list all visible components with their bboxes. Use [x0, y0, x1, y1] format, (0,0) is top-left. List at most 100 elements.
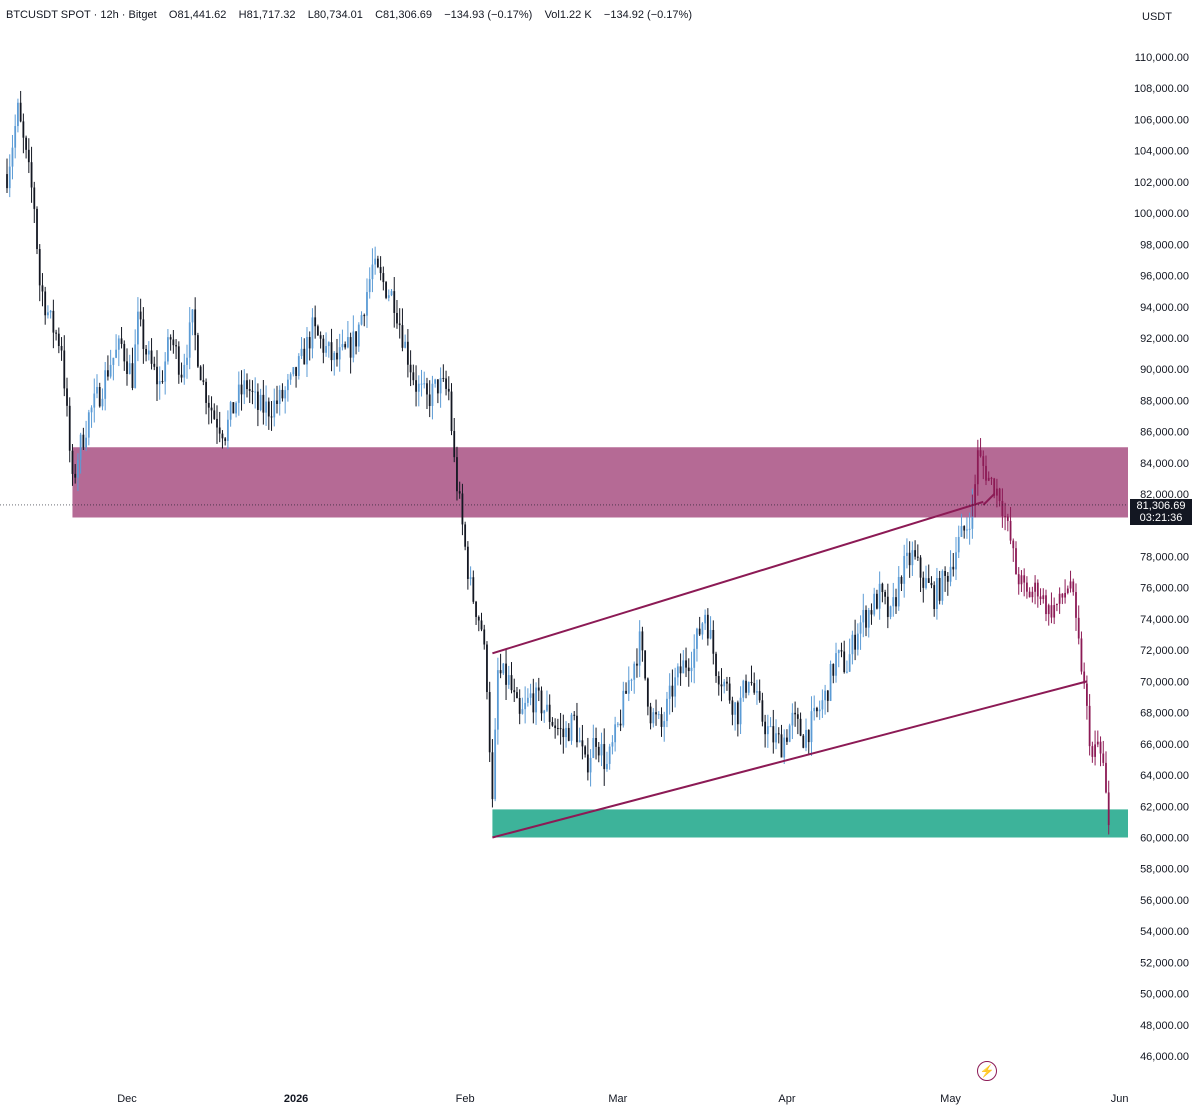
candle-body	[546, 704, 548, 711]
candle-body	[870, 610, 873, 615]
candle-body	[518, 697, 521, 714]
projection-candle-body	[1006, 516, 1009, 521]
candle-body	[281, 389, 284, 399]
candle-body	[516, 692, 518, 698]
candle-body	[308, 337, 311, 349]
candle-body	[333, 352, 336, 361]
candle-body	[906, 552, 908, 556]
candle-body	[142, 319, 145, 349]
currency-label[interactable]: USDT	[1142, 11, 1172, 23]
candle-body	[276, 400, 278, 404]
candle-body	[715, 653, 717, 677]
candle-body	[646, 678, 649, 707]
candle-body	[265, 401, 267, 413]
candle-body	[325, 346, 327, 353]
candle-body	[431, 383, 434, 406]
candle-body	[38, 249, 41, 286]
candle-body	[586, 754, 589, 773]
candle-body	[8, 166, 11, 189]
time-tick-label: Apr	[778, 1093, 795, 1105]
candle-body	[720, 684, 723, 687]
candle-body	[524, 702, 527, 710]
candle-body	[769, 726, 772, 728]
candle-body	[941, 571, 944, 601]
candle-body	[761, 700, 764, 722]
candle-body	[344, 344, 347, 348]
candle-body	[17, 102, 19, 127]
candle-body	[169, 337, 172, 340]
candle-body	[802, 735, 805, 748]
candle-body	[186, 357, 188, 365]
candle-body	[19, 102, 22, 122]
candle-body	[698, 628, 701, 635]
candle-body	[229, 402, 232, 420]
lightning-icon[interactable]: ⚡	[977, 1061, 997, 1081]
candle-body	[161, 381, 164, 383]
candle-body	[788, 725, 791, 742]
support-zone[interactable]	[492, 809, 1129, 838]
price-tick-label: 74,000.00	[1140, 614, 1189, 626]
candle-body	[472, 577, 475, 602]
candle-body	[240, 384, 243, 395]
projection-candle-body	[1061, 593, 1064, 598]
symbol-name[interactable]: BTCUSDT SPOT	[6, 9, 91, 21]
price-tick-label: 96,000.00	[1140, 271, 1189, 283]
price-tick-label: 64,000.00	[1140, 770, 1189, 782]
candle-body	[900, 576, 903, 584]
drawing-zones	[72, 447, 1129, 838]
candle-body	[578, 740, 581, 743]
candle-body	[428, 394, 431, 406]
candle-body	[873, 593, 876, 615]
projection-candle-body	[1083, 671, 1086, 684]
candle-body	[85, 437, 87, 448]
candle-body	[390, 291, 393, 296]
price-tick-label: 52,000.00	[1140, 957, 1189, 969]
candle-body	[439, 377, 442, 394]
candle-body	[843, 651, 846, 673]
channel-lower-line[interactable]	[492, 680, 1088, 839]
candle-body	[780, 734, 783, 758]
resistance-zone[interactable]	[72, 447, 1129, 518]
projection-candle-body	[1009, 520, 1012, 541]
candle-body	[442, 377, 445, 379]
price-tick-label: 90,000.00	[1140, 364, 1189, 376]
breakout-line[interactable]	[982, 493, 995, 506]
projection-candle-body	[976, 450, 979, 485]
time-tick-label: Mar	[608, 1093, 627, 1105]
candle-body	[690, 667, 693, 672]
projection-candle-body	[1042, 595, 1045, 600]
candle-body	[139, 311, 142, 320]
candle-body	[434, 379, 437, 384]
candle-body	[581, 740, 584, 747]
price-tick-label: 100,000.00	[1134, 208, 1189, 220]
candle-body	[243, 380, 246, 395]
candle-body	[14, 126, 17, 148]
candle-body	[246, 380, 248, 390]
candle-body	[87, 412, 90, 438]
candle-body	[486, 644, 488, 693]
candle-body	[210, 407, 213, 411]
interval-label[interactable]: 12h	[100, 9, 119, 21]
candle-body	[709, 630, 712, 639]
candle-body	[696, 628, 698, 649]
channel-upper-line[interactable]	[492, 500, 984, 655]
candle-body	[188, 322, 191, 358]
candle-body	[36, 208, 38, 250]
candle-body	[477, 616, 480, 621]
projection-candle-body	[996, 488, 998, 496]
candle-body	[327, 342, 330, 347]
candles	[6, 90, 1110, 835]
candle-body	[728, 683, 731, 701]
projection-candle-body	[1034, 582, 1036, 592]
candle-body	[180, 374, 183, 378]
candle-body	[614, 724, 617, 743]
candle-body	[816, 707, 818, 712]
candle-body	[576, 715, 578, 743]
time-tick-label: 2026	[284, 1093, 308, 1105]
price-axis: 110,000.00 108,000.00 106,000.00 104,000.00…	[1134, 52, 1189, 1063]
candle-body	[387, 295, 390, 298]
candle-body	[101, 398, 104, 407]
projection-candle-body	[1036, 582, 1039, 597]
